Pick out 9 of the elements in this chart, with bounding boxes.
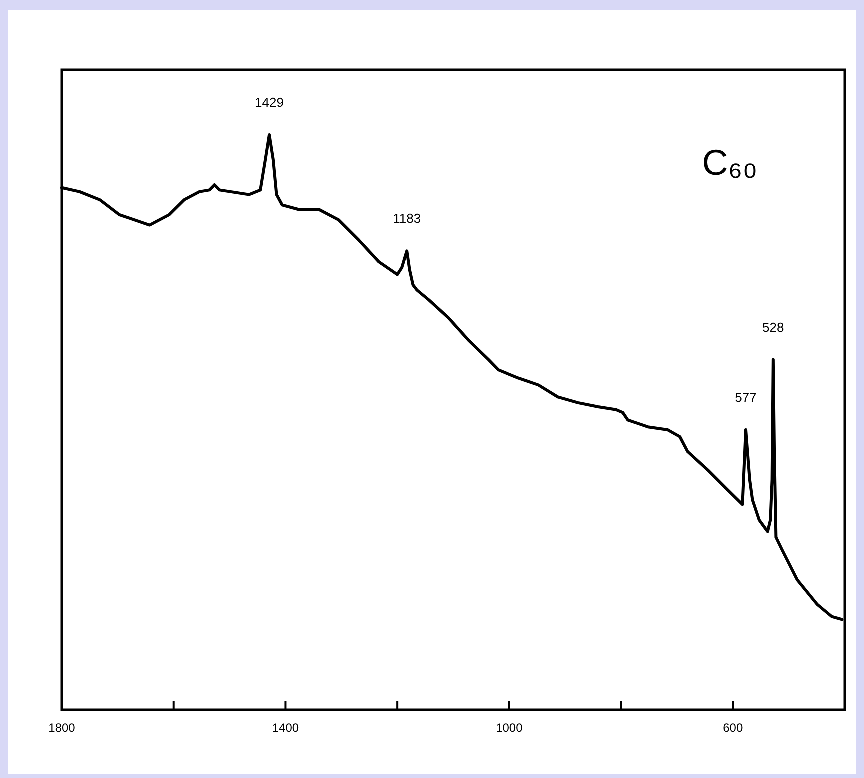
x-tick-label: 1400 — [272, 721, 300, 735]
x-tick-label: 600 — [723, 721, 744, 735]
chart-title: C₆₀ — [702, 142, 758, 183]
x-tick-label: 1000 — [496, 721, 524, 735]
x-tick-label: 1800 — [48, 721, 76, 735]
annotation: 528 — [762, 320, 784, 335]
annotation: 1183 — [393, 211, 422, 226]
annotation: 1429 — [255, 95, 284, 110]
annotation: 577 — [735, 390, 757, 405]
